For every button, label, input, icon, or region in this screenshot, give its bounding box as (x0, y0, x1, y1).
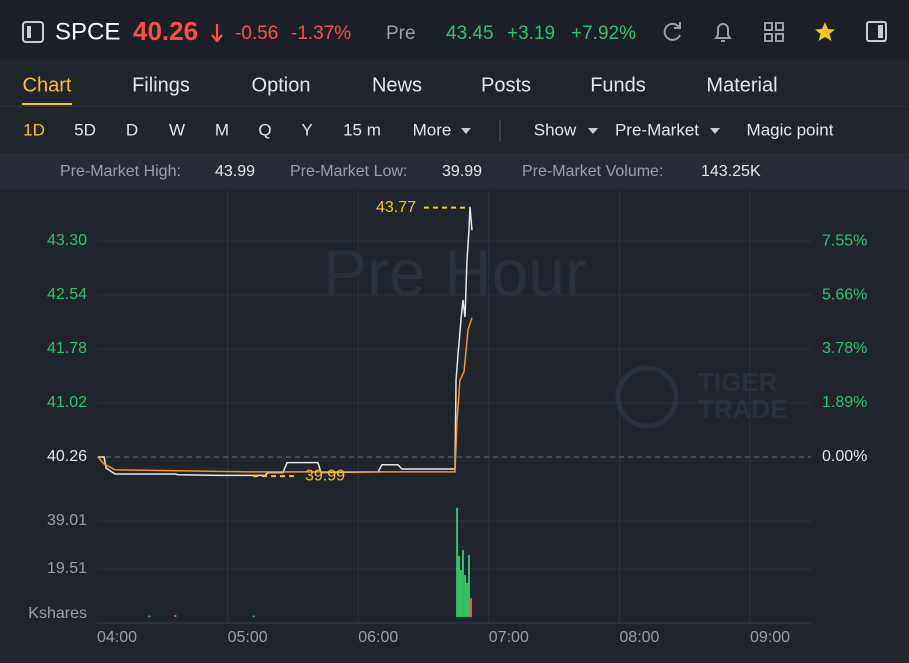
volume-bar (456, 507, 459, 617)
toolbar-button[interactable]: Magic point (747, 120, 834, 139)
period-button[interactable]: 5D (74, 120, 96, 139)
stat-value: 39.99 (442, 163, 482, 180)
change: -0.56 (235, 23, 278, 44)
period-button[interactable]: D (126, 120, 138, 139)
pre-price: 43.45 (446, 23, 494, 44)
symbol: SPCE (55, 18, 120, 45)
volume-bar (470, 598, 473, 617)
stat-label: Pre-Market Volume: (522, 163, 663, 180)
volume-bar (464, 575, 467, 617)
brand-logo (615, 365, 679, 429)
volume-bar (467, 554, 470, 617)
tab[interactable]: News (372, 74, 422, 96)
volume-bar (458, 555, 461, 617)
volume-axis-label: Kshares (28, 605, 87, 622)
dropdown-caret (588, 128, 598, 134)
y2-tick-label: 1.89% (822, 394, 867, 411)
period-button[interactable]: 15 m (343, 120, 381, 139)
tab[interactable]: Filings (132, 74, 190, 96)
price: 40.26 (133, 16, 198, 46)
x-tick-label: 04:00 (97, 629, 137, 646)
volume-tick-label: 19.51 (47, 560, 87, 577)
session: Pre (386, 23, 416, 44)
y-tick-label: 40.26 (47, 448, 87, 465)
dropdown-caret (461, 128, 471, 134)
volume-bar (459, 569, 462, 617)
down-arrow (211, 24, 223, 43)
stat-value: 143.25K (701, 163, 761, 180)
bell-icon[interactable] (714, 23, 732, 42)
volume-bar (174, 615, 177, 617)
header-bar (0, 0, 909, 60)
tab[interactable]: Material (706, 74, 777, 96)
y2-tick-label: 7.55% (822, 232, 867, 249)
tab[interactable]: Chart (23, 74, 72, 96)
stat-label: Pre-Market High: (60, 163, 181, 180)
volume-bar (465, 583, 468, 617)
toolbar-button[interactable]: Pre-Market (615, 120, 699, 139)
stat-value: 43.99 (215, 163, 255, 180)
watermark: Pre Hour (323, 235, 587, 309)
change-pct: -1.37% (291, 23, 351, 44)
y-tick-label: 43.30 (47, 232, 87, 249)
brand-text: TRADE (698, 394, 788, 424)
tab[interactable]: Posts (481, 74, 531, 96)
period-button[interactable]: M (215, 120, 229, 139)
volume-bar (148, 615, 151, 617)
tab[interactable]: Funds (590, 74, 646, 96)
low-marker-label: 39.99 (305, 467, 345, 484)
stats-bar (0, 153, 909, 189)
panel-icon[interactable] (866, 21, 887, 42)
toolbar-button[interactable]: Show (534, 120, 577, 139)
y-tick-label: 42.54 (47, 286, 87, 303)
high-marker-label: 43.77 (376, 199, 416, 216)
x-tick-label: 07:00 (489, 629, 529, 646)
x-tick-label: 06:00 (358, 629, 398, 646)
y-tick-label: 41.78 (47, 340, 87, 357)
menu-icon-part (27, 26, 31, 38)
volume-bar (461, 550, 464, 617)
volume-bar (252, 615, 255, 617)
menu-icon[interactable] (22, 21, 44, 43)
y2-tick-label: 5.66% (822, 286, 867, 303)
price-line (97, 317, 473, 473)
refresh-icon[interactable] (663, 22, 681, 41)
tab[interactable]: Option (252, 74, 311, 96)
pre-change: +3.19 (507, 23, 555, 44)
period-button[interactable]: W (169, 120, 185, 139)
period-button[interactable]: Q (258, 120, 271, 139)
dropdown-caret (710, 128, 720, 134)
y-tick-label: 41.02 (47, 394, 87, 411)
x-tick-label: 08:00 (619, 629, 659, 646)
y2-tick-label: 3.78% (822, 340, 867, 357)
period-button[interactable]: Y (301, 120, 312, 139)
x-tick-label: 05:00 (228, 629, 268, 646)
brand-text: TIGER (698, 367, 778, 397)
period-button[interactable]: 1D (23, 120, 45, 139)
volume-tick-label: 39.01 (47, 512, 87, 529)
pre-change-pct: +7.92% (571, 23, 636, 44)
x-tick-label: 09:00 (750, 629, 790, 646)
y2-tick-label: 0.00% (822, 448, 867, 465)
star-icon[interactable] (815, 22, 835, 41)
panel-icon-part (878, 25, 883, 38)
period-button[interactable]: More (413, 120, 452, 139)
stat-label: Pre-Market Low: (290, 163, 407, 180)
grid-icon[interactable] (764, 22, 784, 42)
